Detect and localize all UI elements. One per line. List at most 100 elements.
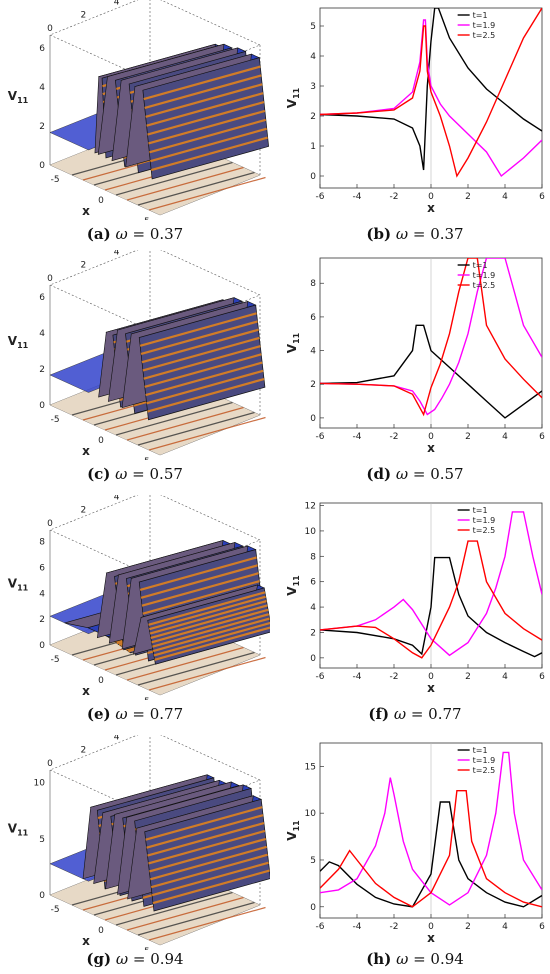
plot-c: -505x0246t0246V11 (8, 250, 266, 460)
x-tick-label: -4 (353, 672, 362, 682)
box-edge (49, 735, 139, 771)
surface-ridges (98, 297, 266, 421)
x-tick-label: -4 (353, 432, 362, 442)
ridge-stripe (150, 853, 268, 889)
caption-e: (e) ω = 0.77 (0, 705, 270, 723)
y-tick-label: 0 (310, 414, 316, 424)
z-tick-label: 8 (39, 538, 45, 548)
z-tick-label: 0 (39, 401, 45, 411)
legend: t=1t=1.9t=2.5 (457, 261, 496, 290)
x-axis-label: x (427, 681, 435, 695)
series-line-t=1 (320, 8, 542, 171)
z-axis-label-main: V (8, 822, 18, 836)
x-axis-label: x (427, 441, 435, 455)
ridge-stripe (142, 336, 260, 372)
ridge-stripe (139, 556, 257, 592)
z-axis-label-sub: 11 (17, 829, 29, 838)
legend: t=1t=1.9t=2.5 (457, 11, 495, 40)
ridge-stripe (140, 564, 258, 599)
y-tick-label: 0 (310, 903, 316, 913)
y-tick-label: 8 (310, 552, 316, 562)
caption-omega-value: 0.94 (430, 950, 464, 968)
caption-label: (c) (87, 465, 111, 483)
ridge-stripe (139, 312, 257, 347)
legend-entry: t=1 (473, 746, 488, 755)
x-tick-label: -6 (316, 922, 325, 932)
y-axis-label-sub: 11 (292, 332, 301, 344)
x-tick-label: 4 (502, 922, 508, 932)
panel-c: -505x0246t0246V11(c) ω = 0.57 (0, 250, 270, 489)
x-tick-label: 0 (98, 926, 104, 936)
t-tick-label: 2 (80, 261, 86, 271)
y-tick-label: 2 (310, 628, 316, 638)
ridge-stripe (143, 345, 261, 380)
x-tick-label: -5 (51, 905, 60, 915)
x-tick-label: 2 (465, 432, 471, 442)
z-tick-label: 5 (39, 835, 45, 845)
equals-sign: = (408, 950, 431, 968)
ridge-stripe (153, 621, 270, 657)
ridge-stripe (145, 361, 263, 397)
x-tick-label: -2 (390, 672, 399, 682)
series-line-t=1.9 (320, 19, 542, 178)
box-edge (49, 495, 139, 531)
series-line-t=1.9 (320, 511, 542, 657)
legend-entry: t=1.9 (473, 271, 496, 280)
ridge-stripe (148, 829, 266, 865)
t-tick-label: 2 (80, 506, 86, 516)
z-axis-label: V11 (8, 89, 29, 105)
omega-symbol: ω (389, 705, 407, 723)
caption-g: (g) ω = 0.94 (0, 950, 270, 968)
legend-entry: t=1 (473, 261, 488, 270)
legend-entry: t=2.5 (473, 526, 496, 535)
legend-entry: t=1.9 (473, 756, 496, 765)
y-tick-label: 3 (310, 82, 316, 92)
ridge-stripe (147, 822, 265, 857)
contour-line (137, 651, 255, 686)
y-axis-label: V11 (285, 575, 301, 596)
x-tick-label: 2 (465, 672, 471, 682)
series-line-t=2.5 (320, 790, 542, 908)
legend-entry: t=1 (473, 506, 488, 515)
ridge-stripe (148, 591, 266, 626)
x-tick-label: 6 (539, 192, 545, 202)
ridge-stripe (146, 92, 264, 127)
t-tick-label: 2 (80, 11, 86, 21)
y-tick-label: 10 (305, 809, 317, 819)
z-axis-label-main: V (8, 334, 18, 348)
panel-h: -6 -4 -2 0 2 4 6 0 5 10 15 x V11 t=1 t=1.9 t=2.5 (h) ω =… (280, 735, 550, 974)
box-edge (160, 0, 261, 46)
caption-label: (h) (366, 950, 392, 968)
y-axis-label-sub: 11 (292, 87, 301, 99)
series-line-t=1.9 (320, 258, 542, 416)
ridge-stripe (141, 572, 259, 607)
x-tick-label: 0 (98, 436, 104, 446)
caption-label: (b) (366, 225, 392, 243)
y-axis-label-sub: 11 (292, 575, 301, 587)
contour-line (115, 161, 233, 196)
y-tick-label: 4 (310, 52, 316, 62)
x-tick-label: -6 (316, 672, 325, 682)
omega-symbol: ω (110, 705, 128, 723)
ridge-stripe (145, 83, 263, 118)
contour-line (126, 166, 244, 201)
caption-omega-value: 0.37 (430, 225, 464, 243)
legend-entry: t=2.5 (473, 281, 496, 290)
y-tick-label: 2 (310, 112, 316, 122)
z-axis-label: V11 (8, 577, 29, 593)
y-tick-label: 5 (310, 856, 316, 866)
box-edge (49, 0, 139, 36)
t-tick-label: 0 (47, 519, 53, 529)
y-tick-label: 0 (310, 654, 316, 664)
ridge-stripe (143, 65, 261, 101)
t-axis-label: t (97, 0, 103, 2)
caption-omega-value: 0.37 (149, 225, 184, 243)
caption-omega-value: 0.77 (428, 705, 462, 723)
z-tick-label: 4 (39, 329, 45, 339)
y-axis-label-main: V (285, 586, 299, 596)
equals-sign: = (408, 465, 431, 483)
x-tick-label: 0 (98, 196, 104, 206)
contour-line (126, 646, 244, 681)
y-tick-label: 10 (305, 527, 317, 537)
z-tick-label: 2 (39, 615, 45, 625)
